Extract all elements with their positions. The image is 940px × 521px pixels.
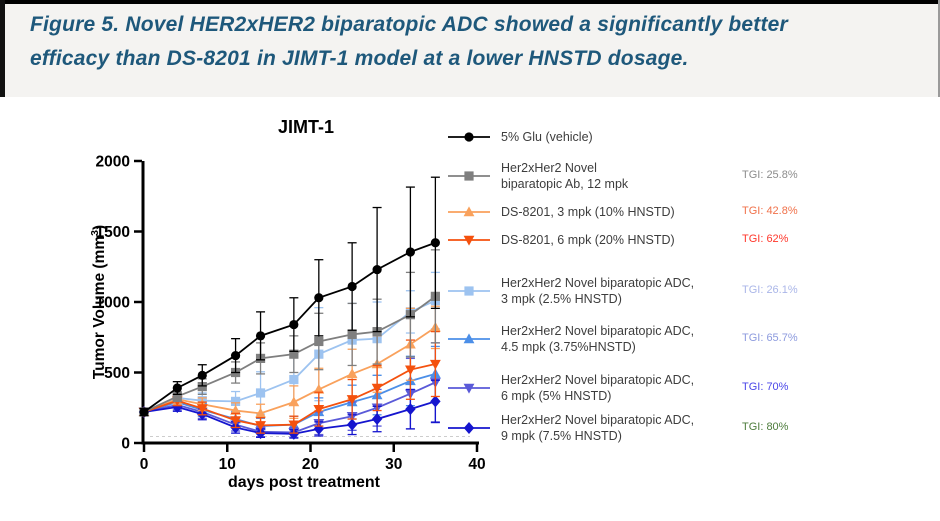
frame-left-border	[0, 0, 5, 97]
figure-title-band: Figure 5. Novel HER2xHER2 biparatopic AD…	[0, 0, 940, 97]
figure-title-line2: efficacy than DS-8201 in JIMT-1 model at…	[30, 47, 689, 70]
svg-text:10: 10	[219, 456, 236, 473]
series-3	[138, 330, 441, 434]
svg-text:40: 40	[468, 456, 485, 473]
series-7	[138, 379, 441, 440]
frame-top-border	[0, 0, 940, 4]
svg-text:20: 20	[302, 456, 319, 473]
series-1	[139, 249, 440, 417]
tumor-growth-chart: 0 500 1000 1500 2000 0 10 20 30 40 JIMT-1 days post…	[89, 117, 486, 491]
figure-title: Figure 5. Novel HER2xHER2 biparatopic AD…	[30, 8, 920, 76]
x-axis-label: days post treatment	[228, 474, 381, 491]
series-4	[139, 271, 440, 417]
svg-text:2000: 2000	[96, 154, 130, 171]
svg-text:1500: 1500	[96, 224, 130, 241]
y-axis-label: Tumor Volume (mm3)	[89, 225, 108, 379]
svg-text:0: 0	[140, 456, 149, 473]
chart-title: JIMT-1	[278, 117, 334, 137]
figure-title-line1: Figure 5. Novel HER2xHER2 biparatopic AD…	[30, 13, 788, 36]
frame-right-border	[938, 0, 940, 97]
chart-region: 0 500 1000 1500 2000 0 10 20 30 40 JIMT-1 days post…	[0, 97, 940, 521]
svg-text:500: 500	[104, 365, 130, 382]
svg-text:1000: 1000	[96, 295, 130, 312]
svg-text:30: 30	[385, 456, 402, 473]
svg-text:0: 0	[121, 436, 130, 453]
series-0	[139, 176, 440, 417]
